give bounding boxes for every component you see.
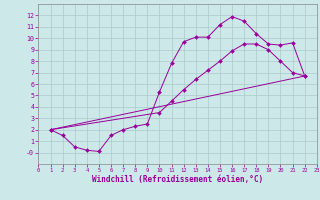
X-axis label: Windchill (Refroidissement éolien,°C): Windchill (Refroidissement éolien,°C) [92, 175, 263, 184]
